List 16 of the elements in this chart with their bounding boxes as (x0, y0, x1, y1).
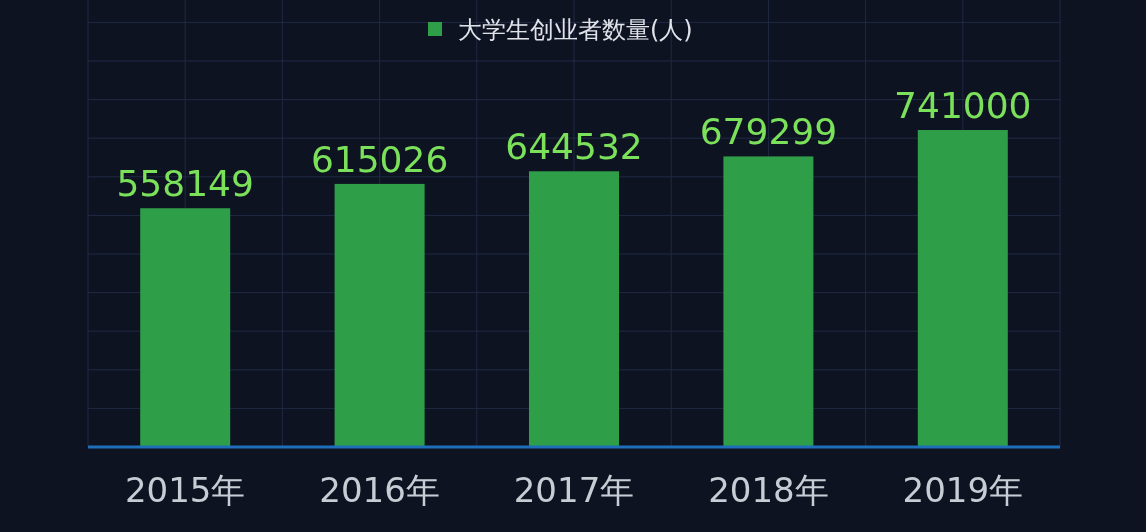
data-label: 558149 (116, 163, 254, 205)
x-tick-label: 2019年 (902, 470, 1024, 510)
data-label: 615026 (310, 138, 449, 180)
x-tick-label: 2016年 (319, 470, 440, 510)
bar (917, 130, 1008, 447)
legend: 大学生创业者数量(人) (428, 16, 693, 44)
bar (723, 156, 814, 447)
bar (140, 208, 231, 447)
bar (334, 183, 425, 447)
data-label: 644532 (505, 126, 643, 168)
data-label: 679299 (699, 111, 838, 153)
x-tick-label: 2015年 (124, 470, 246, 510)
bar (529, 171, 619, 447)
x-tick-label: 2017年 (513, 470, 635, 510)
x-tick-label: 2018年 (708, 470, 829, 510)
data-label: 741000 (894, 85, 1032, 127)
